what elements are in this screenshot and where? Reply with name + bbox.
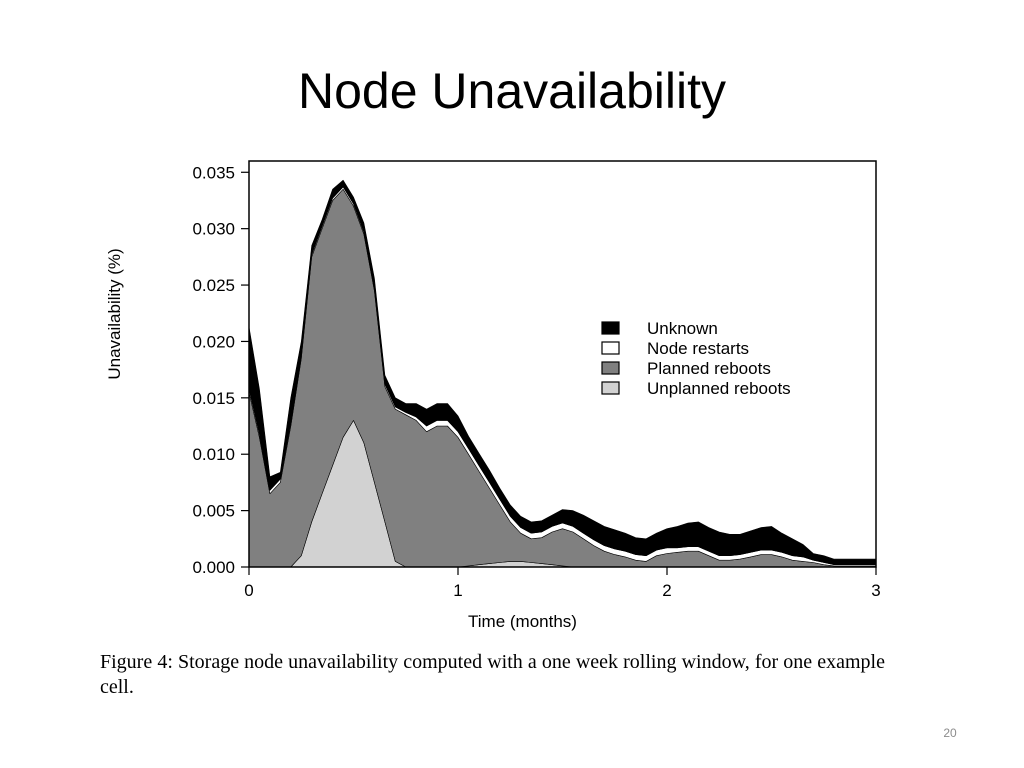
y-tick-label: 0.025	[192, 276, 235, 295]
x-tick-label: 1	[453, 581, 462, 600]
x-tick-label: 0	[244, 581, 253, 600]
y-tick-label: 0.020	[192, 332, 235, 351]
y-tick-label: 0.035	[192, 163, 235, 182]
slide-title: Node Unavailability	[297, 63, 726, 119]
slide-number: 20	[943, 726, 957, 740]
y-axis-ticks: 0.000 0.005 0.010 0.015 0.020 0.025 0.030 0.035	[192, 163, 249, 577]
legend-label: Planned reboots	[647, 359, 771, 378]
area-layers	[248, 179, 877, 568]
legend-swatch	[601, 381, 620, 395]
y-tick-label: 0.005	[192, 502, 235, 521]
x-axis-label: Time (months)	[468, 612, 577, 631]
figure-caption: Figure 4: Storage node unavailability co…	[100, 651, 885, 698]
y-tick-label: 0.000	[192, 558, 235, 577]
stacked-area-chart: 0.000 0.005 0.010 0.015 0.020 0.025 0.030 0.035…	[105, 160, 881, 631]
y-tick-label: 0.015	[192, 389, 235, 408]
legend-label: Node restarts	[647, 339, 749, 358]
legend-label: Unplanned reboots	[647, 379, 791, 398]
plot-frame	[248, 160, 877, 568]
legend-swatch	[601, 341, 620, 355]
legend-swatch	[601, 361, 620, 375]
x-tick-label: 2	[662, 581, 671, 600]
x-tick-label: 3	[871, 581, 880, 600]
y-tick-label: 0.030	[192, 220, 235, 239]
legend-label: Unknown	[647, 319, 718, 338]
y-axis-label: Unavailability (%)	[105, 248, 124, 379]
x-axis-ticks: 0 1 2 3	[244, 567, 881, 600]
legend-swatch	[601, 321, 620, 335]
y-tick-label: 0.010	[192, 445, 235, 464]
